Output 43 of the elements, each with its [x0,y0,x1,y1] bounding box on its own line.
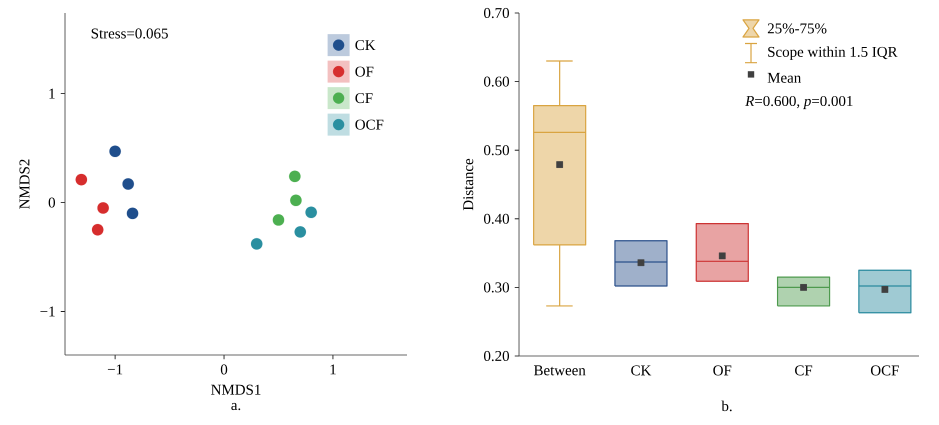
point [92,224,104,236]
annotation: 25%-75% [768,23,826,34]
point [75,173,88,186]
x-tick-label: OF [713,365,732,376]
y-tick-label: 0.40 [484,214,510,224]
y-axis-title: NMDS2 [19,160,30,209]
x-tick-label: CF [795,365,812,376]
x-tick-label: −1 [108,364,122,374]
point [122,178,134,190]
legend-label: OF [355,66,374,77]
point [304,206,318,218]
x-tick-label: Between [534,365,586,376]
point [96,202,110,214]
point [272,214,285,226]
annotation: Mean [768,72,802,83]
point [294,226,306,238]
y-axis-title: Distance [463,158,474,210]
y-tick-label: 0.60 [484,76,510,87]
point [250,238,263,250]
y-tick-label: 0.20 [484,350,510,362]
text: b. [721,400,732,412]
legend-label: CK [355,40,376,50]
annotation: Stress=0.065 [92,28,168,39]
y-tick-label: 0.30 [484,282,510,292]
legend-label: CF [355,93,373,104]
x-tick-label: 1 [330,364,336,374]
legend-label: OCF [355,120,384,130]
y-tick-label: 0.50 [484,145,510,156]
x-tick-label: OCF [870,365,899,376]
x-tick-label: 0 [220,364,228,375]
point [126,207,139,220]
point [290,194,302,207]
y-tick-label: −1 [40,306,55,316]
y-tick-label: 1 [49,88,55,99]
point [108,145,122,158]
y-tick-label: 0.70 [484,8,510,18]
x-tick-label: CK [631,365,652,376]
point [288,170,301,183]
annotation: Scope within 1.5 IQR [768,46,898,60]
y-tick-label: 0 [48,197,56,208]
x-axis-title: NMDS1 [211,384,260,395]
annotation: R=0.600, p=0.001 [745,96,852,110]
text: a. [231,402,240,410]
